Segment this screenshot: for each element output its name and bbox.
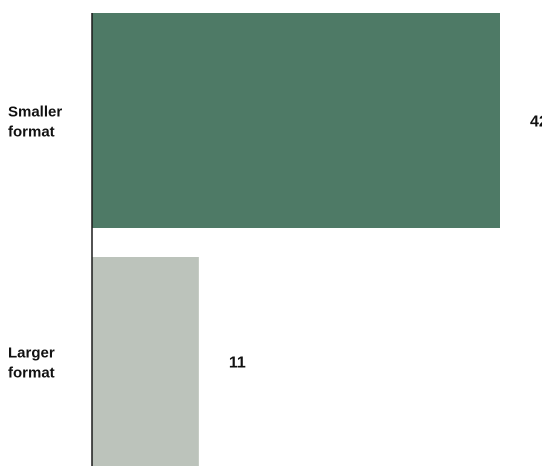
bar-smaller-format: [92, 13, 500, 228]
bar-larger-format: [92, 257, 199, 466]
category-label-line: Larger: [8, 345, 55, 362]
value-label-larger-format: 11: [229, 355, 246, 372]
category-label-smaller-format: Smaller format: [8, 104, 62, 141]
category-label-line: format: [8, 124, 55, 141]
bars-group: [92, 13, 500, 466]
category-label-larger-format: Larger format: [8, 345, 55, 382]
category-labels: Smaller format Larger format: [8, 104, 62, 382]
value-label-smaller-format: 42: [530, 114, 542, 131]
category-label-line: format: [8, 365, 55, 382]
value-labels: 42 11: [229, 114, 542, 372]
category-label-line: Smaller: [8, 104, 62, 121]
